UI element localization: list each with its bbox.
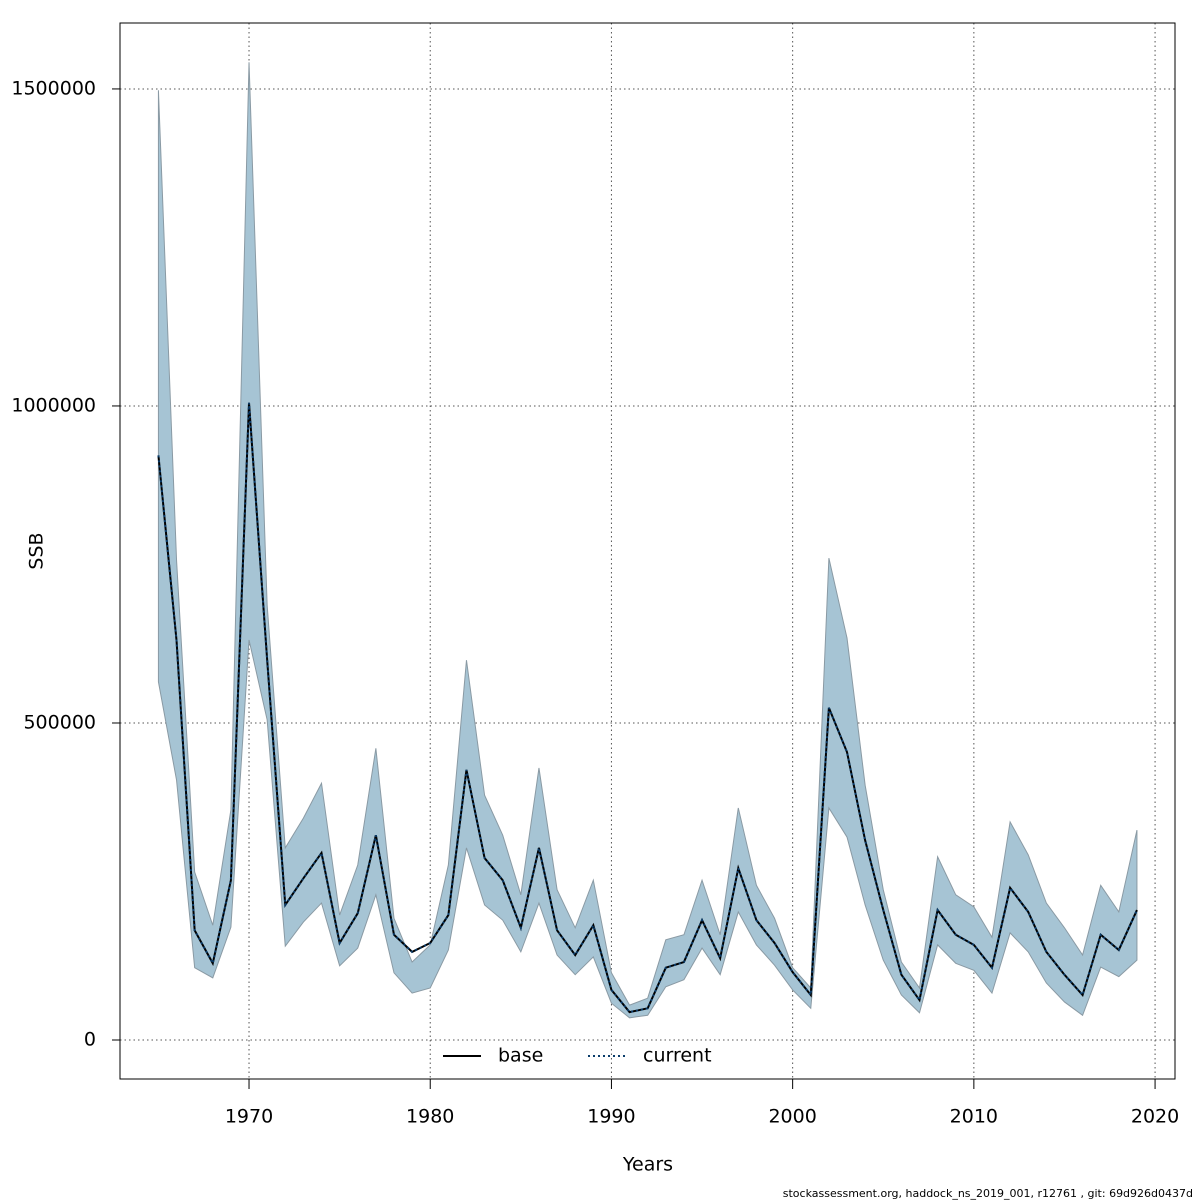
footer: stockassessment.org, haddock_ns_2019_001…: [783, 1187, 1193, 1200]
x-tick-label: 2000: [768, 1106, 816, 1128]
confidence-band: [157, 62, 1138, 1019]
y-axis-label: SSB: [26, 532, 48, 569]
plot-layer: 0 500000 1000000 1500000 1970 1980 1990 2000 201…: [11, 22, 1179, 1128]
x-tick-label: 1990: [587, 1106, 635, 1128]
legend-label: base: [498, 1045, 543, 1067]
y-tick-label: 1000000: [11, 394, 96, 416]
x-tick-label: 2020: [1131, 1106, 1179, 1128]
x-tick-label: 1980: [406, 1106, 454, 1128]
y-tick-label: 0: [84, 1029, 96, 1051]
legend-label: current: [643, 1045, 712, 1067]
x-tick-label: 2010: [950, 1106, 998, 1128]
x-axis-label: Years: [622, 1154, 673, 1176]
plot-frame: [119, 22, 1176, 1080]
y-tick-label: 1500000: [11, 77, 96, 99]
x-tick-label: 1970: [225, 1106, 273, 1128]
y-tick-label: 500000: [23, 711, 96, 733]
series-line: [157, 402, 1138, 1014]
